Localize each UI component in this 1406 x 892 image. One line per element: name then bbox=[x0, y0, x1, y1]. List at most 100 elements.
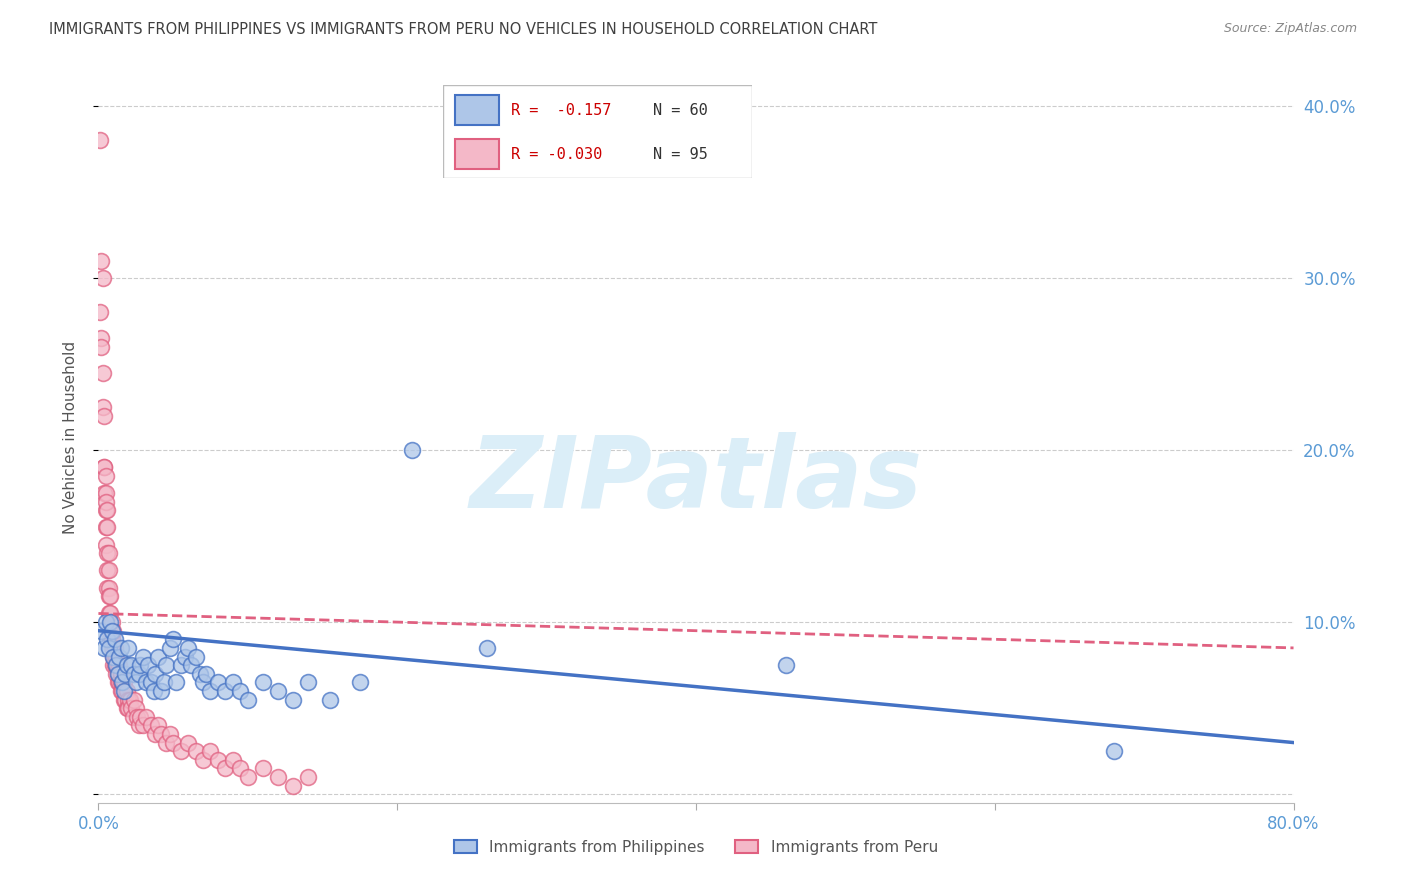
Point bbox=[98, 607, 122, 621]
Text: N = 95: N = 95 bbox=[654, 146, 709, 161]
Point bbox=[121, 710, 143, 724]
Point bbox=[96, 581, 118, 595]
Point bbox=[222, 753, 245, 767]
Point bbox=[184, 744, 207, 758]
Point bbox=[101, 640, 124, 655]
Point bbox=[236, 692, 259, 706]
Point bbox=[117, 701, 139, 715]
Point bbox=[129, 710, 152, 724]
Point bbox=[148, 649, 170, 664]
Point bbox=[115, 701, 138, 715]
Point bbox=[153, 675, 176, 690]
Point bbox=[97, 589, 120, 603]
Point bbox=[115, 658, 138, 673]
Point bbox=[125, 701, 148, 715]
Point bbox=[222, 675, 245, 690]
Point bbox=[177, 735, 200, 749]
Point bbox=[127, 710, 149, 724]
Point bbox=[98, 632, 122, 647]
Point bbox=[281, 692, 304, 706]
Point bbox=[214, 684, 236, 698]
Point bbox=[98, 624, 122, 638]
Point bbox=[120, 701, 142, 715]
Text: R = -0.030: R = -0.030 bbox=[510, 146, 602, 161]
Point bbox=[112, 684, 135, 698]
Point bbox=[124, 692, 146, 706]
Point bbox=[104, 640, 127, 655]
Point bbox=[252, 761, 274, 775]
Point bbox=[105, 658, 128, 673]
Point bbox=[94, 503, 117, 517]
Point bbox=[101, 624, 124, 638]
Point bbox=[94, 615, 117, 629]
Point bbox=[96, 546, 118, 560]
Point bbox=[93, 640, 115, 655]
Point bbox=[267, 684, 290, 698]
Point bbox=[150, 727, 173, 741]
Point bbox=[91, 366, 114, 380]
Point bbox=[97, 640, 120, 655]
Point bbox=[90, 331, 112, 345]
Point bbox=[229, 684, 252, 698]
Point bbox=[107, 658, 129, 673]
Text: R =  -0.157: R = -0.157 bbox=[510, 103, 612, 118]
Point bbox=[207, 675, 229, 690]
Bar bbox=[456, 95, 499, 125]
Point bbox=[207, 753, 229, 767]
Point bbox=[155, 658, 177, 673]
Point bbox=[93, 409, 115, 423]
Point bbox=[104, 649, 127, 664]
Point bbox=[107, 666, 129, 681]
Point bbox=[107, 675, 129, 690]
Point bbox=[128, 718, 150, 732]
Point bbox=[97, 581, 120, 595]
Point bbox=[401, 442, 423, 457]
Point bbox=[195, 666, 218, 681]
Point bbox=[94, 468, 117, 483]
Point bbox=[98, 589, 122, 603]
Point bbox=[319, 692, 342, 706]
Point bbox=[105, 658, 128, 673]
Point bbox=[110, 640, 132, 655]
Point bbox=[139, 675, 162, 690]
Point bbox=[103, 649, 125, 664]
Point bbox=[118, 692, 141, 706]
Point bbox=[132, 718, 155, 732]
Point bbox=[135, 710, 157, 724]
Point bbox=[297, 675, 319, 690]
Point bbox=[103, 624, 125, 638]
Point bbox=[191, 753, 214, 767]
Point bbox=[124, 666, 146, 681]
Point bbox=[105, 649, 128, 664]
Point bbox=[93, 460, 115, 475]
Point bbox=[110, 675, 132, 690]
Point bbox=[98, 615, 122, 629]
Point bbox=[105, 666, 128, 681]
Point bbox=[94, 520, 117, 534]
Point bbox=[114, 684, 136, 698]
Point bbox=[101, 615, 124, 629]
Point bbox=[214, 761, 236, 775]
Point bbox=[229, 761, 252, 775]
Point bbox=[111, 675, 134, 690]
Point bbox=[136, 658, 159, 673]
Text: Source: ZipAtlas.com: Source: ZipAtlas.com bbox=[1223, 22, 1357, 36]
Point bbox=[97, 607, 120, 621]
Point bbox=[96, 503, 118, 517]
Point bbox=[200, 744, 222, 758]
Point bbox=[103, 649, 125, 664]
Point bbox=[143, 666, 166, 681]
Point bbox=[107, 666, 129, 681]
Point bbox=[184, 649, 207, 664]
Point bbox=[103, 658, 125, 673]
Point bbox=[114, 666, 136, 681]
Point bbox=[101, 624, 124, 638]
Point bbox=[177, 640, 200, 655]
Point bbox=[115, 684, 138, 698]
Point bbox=[104, 632, 127, 647]
Point bbox=[114, 692, 136, 706]
Point bbox=[475, 640, 498, 655]
Point bbox=[90, 253, 112, 268]
Point bbox=[188, 666, 211, 681]
Point bbox=[117, 640, 139, 655]
